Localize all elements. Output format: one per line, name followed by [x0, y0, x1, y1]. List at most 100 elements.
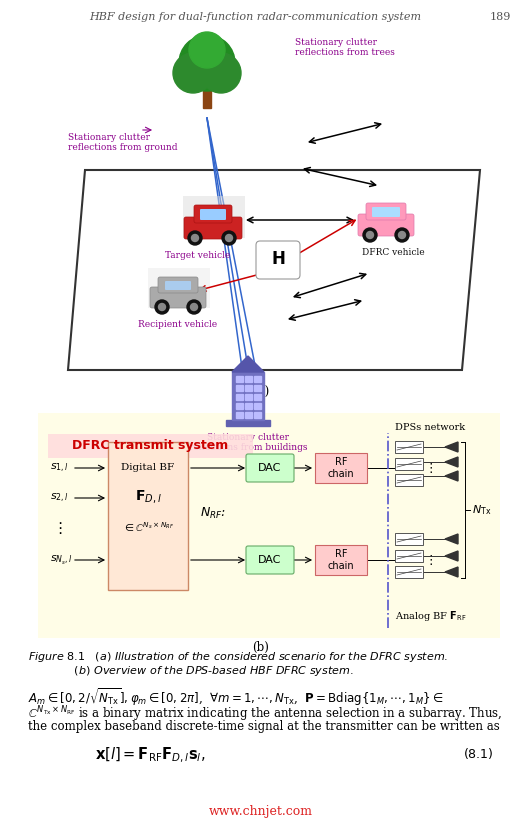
- Circle shape: [201, 53, 241, 93]
- Text: $N_{\mathrm{Tx}}$: $N_{\mathrm{Tx}}$: [472, 503, 491, 517]
- Text: $\mathbf{F}_{D,l}$: $\mathbf{F}_{D,l}$: [135, 488, 161, 505]
- Circle shape: [398, 231, 406, 239]
- Text: $s_{N_s,l}$: $s_{N_s,l}$: [50, 553, 73, 566]
- FancyBboxPatch shape: [358, 214, 414, 236]
- Bar: [236, 394, 243, 400]
- Text: Stationary clutter
reflections from buildings: Stationary clutter reflections from buil…: [189, 433, 307, 453]
- Circle shape: [222, 231, 236, 245]
- Text: www.chnjet.com: www.chnjet.com: [209, 805, 313, 818]
- FancyBboxPatch shape: [165, 281, 191, 290]
- Bar: [395, 533, 423, 545]
- Circle shape: [189, 32, 225, 68]
- Text: $\it{Figure\ 8.1}$   $\it{(a)\ Illustration\ of\ the\ considered\ scenario\ for\: $\it{Figure\ 8.1}$ $\it{(a)\ Illustratio…: [28, 650, 448, 664]
- Text: $\vdots$: $\vdots$: [52, 520, 62, 536]
- Text: Stationary clutter
reflections from ground: Stationary clutter reflections from grou…: [68, 133, 177, 153]
- Bar: [245, 394, 252, 400]
- Text: DFRC transmit system: DFRC transmit system: [72, 439, 228, 453]
- Circle shape: [226, 235, 232, 241]
- Circle shape: [192, 235, 198, 241]
- Text: DFRC vehicle: DFRC vehicle: [362, 248, 424, 257]
- Bar: [108, 442, 188, 590]
- Bar: [245, 376, 252, 382]
- Text: RF
chain: RF chain: [328, 458, 354, 478]
- Bar: [236, 376, 243, 382]
- Bar: [226, 420, 270, 426]
- Bar: [236, 412, 243, 418]
- FancyBboxPatch shape: [200, 209, 226, 220]
- Bar: [232, 372, 264, 420]
- FancyBboxPatch shape: [256, 241, 300, 279]
- Polygon shape: [445, 567, 458, 577]
- Text: (a): (a): [253, 386, 269, 399]
- Bar: [148, 268, 210, 308]
- Text: $\vdots$: $\vdots$: [423, 553, 432, 567]
- Text: Digital BF: Digital BF: [122, 463, 174, 472]
- Text: $N_{RF}$:: $N_{RF}$:: [200, 505, 226, 520]
- Circle shape: [159, 303, 165, 311]
- Text: $s_{2,l}$: $s_{2,l}$: [50, 491, 69, 504]
- Text: $\mathbf{H}$: $\mathbf{H}$: [271, 251, 285, 268]
- FancyBboxPatch shape: [246, 454, 294, 482]
- Polygon shape: [445, 442, 458, 452]
- Text: 189: 189: [489, 12, 511, 22]
- Bar: [395, 474, 423, 486]
- Text: Analog BF $\mathbf{F}_{\mathrm{RF}}$: Analog BF $\mathbf{F}_{\mathrm{RF}}$: [395, 609, 467, 623]
- Circle shape: [173, 53, 213, 93]
- Text: (b): (b): [253, 641, 269, 654]
- Text: RF
chain: RF chain: [328, 549, 354, 571]
- Bar: [203, 78, 211, 108]
- Bar: [236, 385, 243, 391]
- Bar: [395, 441, 423, 453]
- Circle shape: [155, 300, 169, 314]
- Text: DPSs network: DPSs network: [395, 423, 465, 432]
- Bar: [395, 566, 423, 578]
- Text: $s_{1,l}$: $s_{1,l}$: [50, 462, 69, 474]
- Circle shape: [179, 35, 235, 91]
- Circle shape: [366, 231, 374, 239]
- Text: Stationary clutter
reflections from trees: Stationary clutter reflections from tree…: [295, 38, 395, 57]
- Bar: [254, 403, 261, 409]
- Text: DAC: DAC: [258, 555, 282, 565]
- Polygon shape: [445, 551, 458, 561]
- Text: $\mathbb{C}^{N_{\mathrm{Tx}} \times N_{\mathrm{RF}}}$ is a binary matrix indicat: $\mathbb{C}^{N_{\mathrm{Tx}} \times N_{\…: [28, 704, 503, 723]
- Bar: [38, 413, 500, 638]
- Bar: [254, 412, 261, 418]
- Circle shape: [187, 300, 201, 314]
- Polygon shape: [445, 471, 458, 481]
- Circle shape: [363, 228, 377, 242]
- Bar: [315, 453, 367, 483]
- Polygon shape: [445, 457, 458, 467]
- Text: DAC: DAC: [258, 463, 282, 473]
- Bar: [183, 196, 245, 238]
- Polygon shape: [232, 356, 264, 372]
- Bar: [245, 385, 252, 391]
- Text: $\mathbf{x}[l] = \mathbf{F}_{\mathrm{RF}}\mathbf{F}_{D,l}\mathbf{s}_l,$: $\mathbf{x}[l] = \mathbf{F}_{\mathrm{RF}…: [95, 746, 206, 765]
- Bar: [236, 403, 243, 409]
- Bar: [245, 403, 252, 409]
- FancyBboxPatch shape: [184, 217, 242, 239]
- Text: the complex baseband discrete-time signal at the transmitter can be written as: the complex baseband discrete-time signa…: [28, 720, 500, 733]
- Polygon shape: [445, 534, 458, 544]
- Bar: [315, 545, 367, 575]
- Bar: [48, 434, 253, 458]
- FancyBboxPatch shape: [372, 207, 400, 217]
- Text: $\in \mathbb{C}^{N_s \times N_{RF}}$: $\in \mathbb{C}^{N_s \times N_{RF}}$: [122, 520, 174, 534]
- FancyBboxPatch shape: [246, 546, 294, 574]
- Text: $A_m \in [0, 2/\sqrt{N_{\mathrm{Tx}}}], \varphi_m \in [0, 2\pi]$,  $\forall m = : $A_m \in [0, 2/\sqrt{N_{\mathrm{Tx}}}], …: [28, 686, 444, 707]
- Circle shape: [395, 228, 409, 242]
- FancyBboxPatch shape: [150, 287, 206, 308]
- Text: $\it{(b)\ Overview\ of\ the\ DPS\text{-}based\ HBF\ DFRC\ system.}$: $\it{(b)\ Overview\ of\ the\ DPS\text{-}…: [28, 664, 354, 678]
- Bar: [245, 412, 252, 418]
- FancyBboxPatch shape: [158, 277, 198, 293]
- Text: $(8.1)$: $(8.1)$: [464, 746, 494, 761]
- Bar: [254, 394, 261, 400]
- Circle shape: [188, 231, 202, 245]
- Text: $\vdots$: $\vdots$: [423, 461, 432, 475]
- Text: Target vehicle: Target vehicle: [165, 251, 231, 260]
- Bar: [395, 550, 423, 562]
- FancyBboxPatch shape: [194, 205, 232, 223]
- Text: HBF design for dual-function radar-communication system: HBF design for dual-function radar-commu…: [89, 12, 421, 22]
- Bar: [395, 458, 423, 470]
- Circle shape: [191, 303, 197, 311]
- Text: Recipient vehicle: Recipient vehicle: [138, 320, 218, 329]
